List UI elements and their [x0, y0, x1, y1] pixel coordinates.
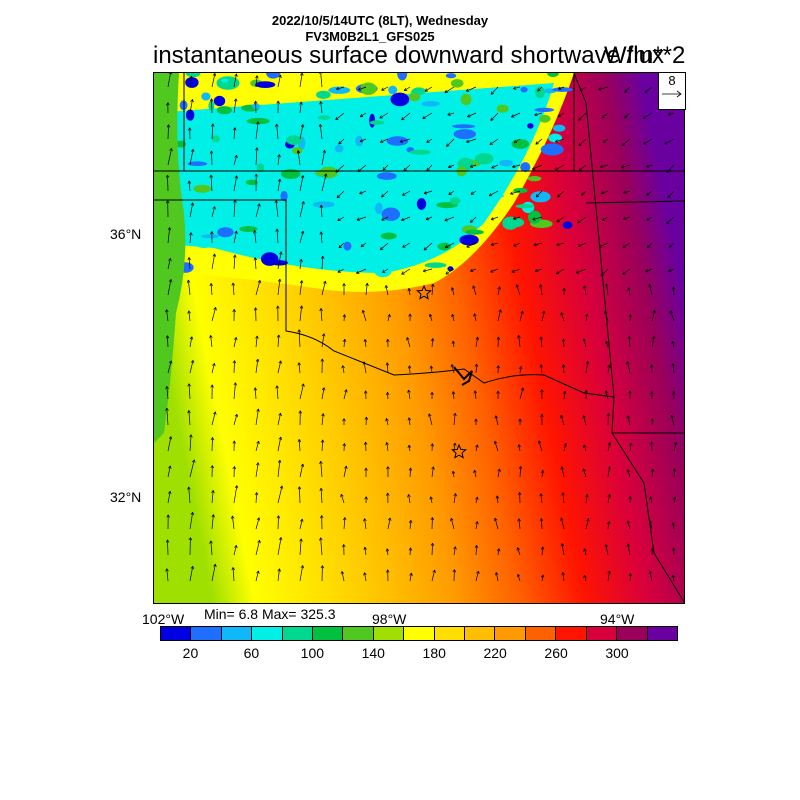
- colorbar-swatch: [404, 627, 435, 640]
- lat-label-36n: 36°N: [110, 226, 142, 242]
- colorbar-swatch: [191, 627, 222, 640]
- reference-arrow-icon: [662, 90, 682, 98]
- model-name-title: FV3M0B2L1_GFS025: [305, 29, 435, 44]
- colorbar-tick-label: 300: [605, 645, 629, 661]
- colorbar-swatch: [495, 627, 526, 640]
- colorbar-swatch: [313, 627, 344, 640]
- valid-time-title: 2022/10/5/14UTC (8LT), Wednesday: [271, 13, 489, 28]
- field-title: instantaneous surface downward shortwave…: [153, 42, 664, 69]
- colorbar: [160, 626, 678, 641]
- lon-label-102w: 102°W: [142, 611, 185, 627]
- colorbar-swatch: [343, 627, 374, 640]
- reference-vector-value: 8: [668, 73, 676, 88]
- reference-vector-box: 8: [658, 72, 686, 110]
- min-max-label: Min= 6.8 Max= 325.3: [204, 606, 336, 622]
- colorbar-swatch: [282, 627, 314, 640]
- colorbar-swatch: [647, 627, 677, 640]
- colorbar-swatch: [434, 627, 466, 640]
- colorbar-swatch: [221, 627, 253, 640]
- colorbar-swatch: [617, 627, 648, 640]
- map-panel: [153, 72, 685, 604]
- city-star-marker: [416, 284, 432, 300]
- colorbar-tick-label: 20: [182, 645, 199, 661]
- units-label: W/m**2: [604, 42, 686, 69]
- colorbar-tick-label: 60: [243, 645, 260, 661]
- lat-label-32n: 32°N: [110, 489, 142, 505]
- colorbar-swatch: [525, 627, 557, 640]
- colorbar-tick-label: 140: [361, 645, 385, 661]
- colorbar-swatch: [161, 627, 192, 640]
- lon-label-98w: 98°W: [372, 611, 407, 627]
- colorbar-swatch: [252, 627, 283, 640]
- colorbar-tick-label: 260: [544, 645, 568, 661]
- colorbar-tick-label: 220: [483, 645, 507, 661]
- shortwave-flux-map: [154, 73, 684, 603]
- colorbar-swatch: [586, 627, 618, 640]
- colorbar-swatch: [465, 627, 496, 640]
- city-star-marker: [451, 443, 467, 459]
- lon-label-94w: 94°W: [600, 611, 635, 627]
- colorbar-swatch: [373, 627, 405, 640]
- colorbar-tick-label: 100: [300, 645, 325, 661]
- colorbar-tick-label: 180: [422, 645, 446, 661]
- colorbar-swatch: [556, 627, 587, 640]
